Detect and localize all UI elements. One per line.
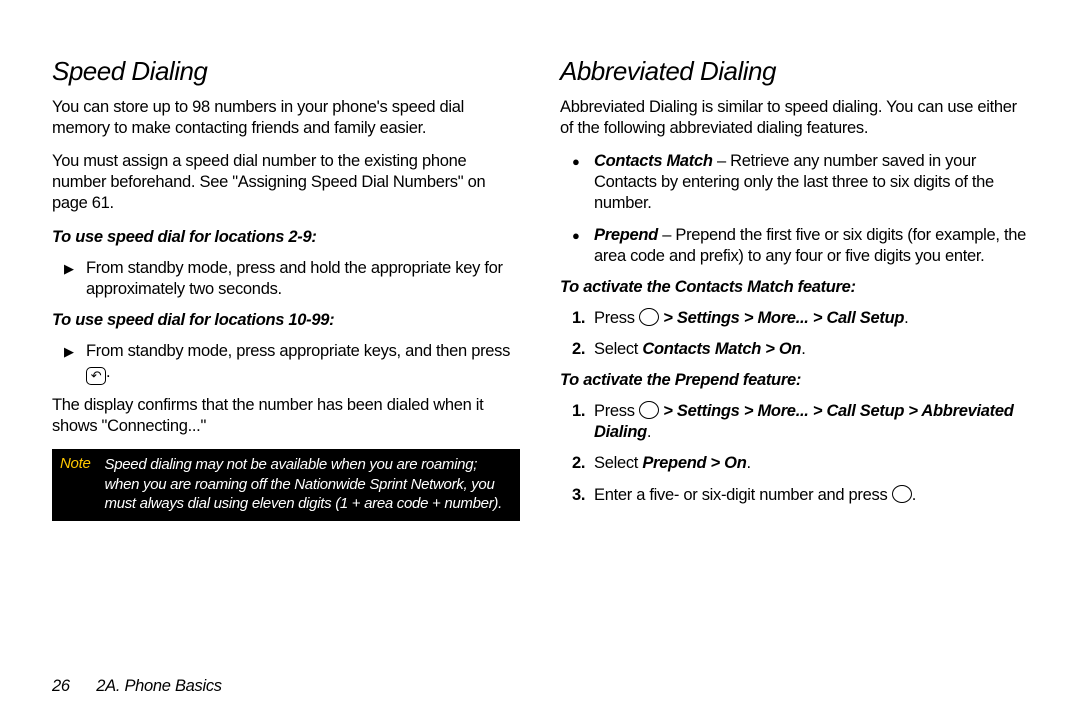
text-part: Press <box>594 402 639 420</box>
step-number: 1. <box>572 308 594 329</box>
note-label: Note <box>52 449 99 521</box>
step-number: 3. <box>572 485 594 506</box>
ok-key-icon <box>639 308 659 326</box>
bullet-text: Prepend – Prepend the first five or six … <box>594 225 1028 267</box>
subhead-locations-2-9: To use speed dial for locations 2-9: <box>52 227 520 248</box>
section-title: 2A. Phone Basics <box>96 677 221 695</box>
text-part: . <box>746 454 750 472</box>
bullet-contacts-match: Contacts Match – Retrieve any number sav… <box>560 151 1028 214</box>
bullet-icon <box>572 225 594 267</box>
menu-path: Prepend > On <box>642 454 746 472</box>
ok-key-icon <box>639 401 659 419</box>
heading-speed-dialing: Speed Dialing <box>52 56 520 87</box>
step-locations-2-9: From standby mode, press and hold the ap… <box>52 258 520 300</box>
step-locations-10-99: From standby mode, press appropriate key… <box>52 341 520 385</box>
bullet-icon <box>572 151 594 214</box>
text-part: . <box>647 423 651 441</box>
subhead-activate-prepend: To activate the Prepend feature: <box>560 370 1028 391</box>
bullet-prepend: Prepend – Prepend the first five or six … <box>560 225 1028 267</box>
step-number: 2. <box>572 339 594 360</box>
feature-name: Prepend <box>594 226 658 244</box>
step-number: 2. <box>572 453 594 474</box>
text-part: Select <box>594 340 642 358</box>
step-text: Press > Settings > More... > Call Setup … <box>594 401 1028 443</box>
call-key-icon: ↶ <box>86 367 106 385</box>
step-text-part: . <box>106 363 110 381</box>
step-activate-prepend-3: 3. Enter a five- or six-digit number and… <box>560 485 1028 506</box>
subhead-activate-contacts-match: To activate the Contacts Match feature: <box>560 277 1028 298</box>
step-activate-cm-2: 2. Select Contacts Match > On. <box>560 339 1028 360</box>
step-text: Select Contacts Match > On. <box>594 339 806 360</box>
text-part: . <box>912 486 916 504</box>
step-text: From standby mode, press and hold the ap… <box>86 258 520 300</box>
connecting-confirmation: The display confirms that the number has… <box>52 395 520 437</box>
triangle-bullet-icon <box>64 341 86 385</box>
step-activate-prepend-1: 1. Press > Settings > More... > Call Set… <box>560 401 1028 443</box>
feature-name: Contacts Match <box>594 152 713 170</box>
right-column: Abbreviated Dialing Abbreviated Dialing … <box>560 56 1028 521</box>
feature-desc: – Prepend the first five or six digits (… <box>594 226 1026 265</box>
note-body: Speed dialing may not be available when … <box>99 449 521 521</box>
step-text: Select Prepend > On. <box>594 453 751 474</box>
text-part: . <box>801 340 805 358</box>
page-number: 26 <box>52 677 92 696</box>
menu-path: > Settings > More... > Call Setup <box>659 309 904 327</box>
ok-key-icon <box>892 485 912 503</box>
step-activate-cm-1: 1. Press > Settings > More... > Call Set… <box>560 308 1028 329</box>
step-text-part: From standby mode, press appropriate key… <box>86 342 510 360</box>
text-part: . <box>904 309 908 327</box>
subhead-locations-10-99: To use speed dial for locations 10-99: <box>52 310 520 331</box>
text-part: Enter a five- or six-digit number and pr… <box>594 486 892 504</box>
heading-abbreviated-dialing: Abbreviated Dialing <box>560 56 1028 87</box>
step-text: Press > Settings > More... > Call Setup. <box>594 308 908 329</box>
step-text: Enter a five- or six-digit number and pr… <box>594 485 916 506</box>
abbrev-intro: Abbreviated Dialing is similar to speed … <box>560 97 1028 139</box>
left-column: Speed Dialing You can store up to 98 num… <box>52 56 520 521</box>
text-part: Select <box>594 454 642 472</box>
menu-path: Contacts Match > On <box>642 340 801 358</box>
step-number: 1. <box>572 401 594 443</box>
triangle-bullet-icon <box>64 258 86 300</box>
step-text: From standby mode, press appropriate key… <box>86 341 520 385</box>
bullet-text: Contacts Match – Retrieve any number sav… <box>594 151 1028 214</box>
speed-dial-intro-1: You can store up to 98 numbers in your p… <box>52 97 520 139</box>
text-part: Press <box>594 309 639 327</box>
note-box: Note Speed dialing may not be available … <box>52 449 520 521</box>
step-activate-prepend-2: 2. Select Prepend > On. <box>560 453 1028 474</box>
speed-dial-intro-2: You must assign a speed dial number to t… <box>52 151 520 214</box>
page-footer: 26 2A. Phone Basics <box>52 677 222 696</box>
